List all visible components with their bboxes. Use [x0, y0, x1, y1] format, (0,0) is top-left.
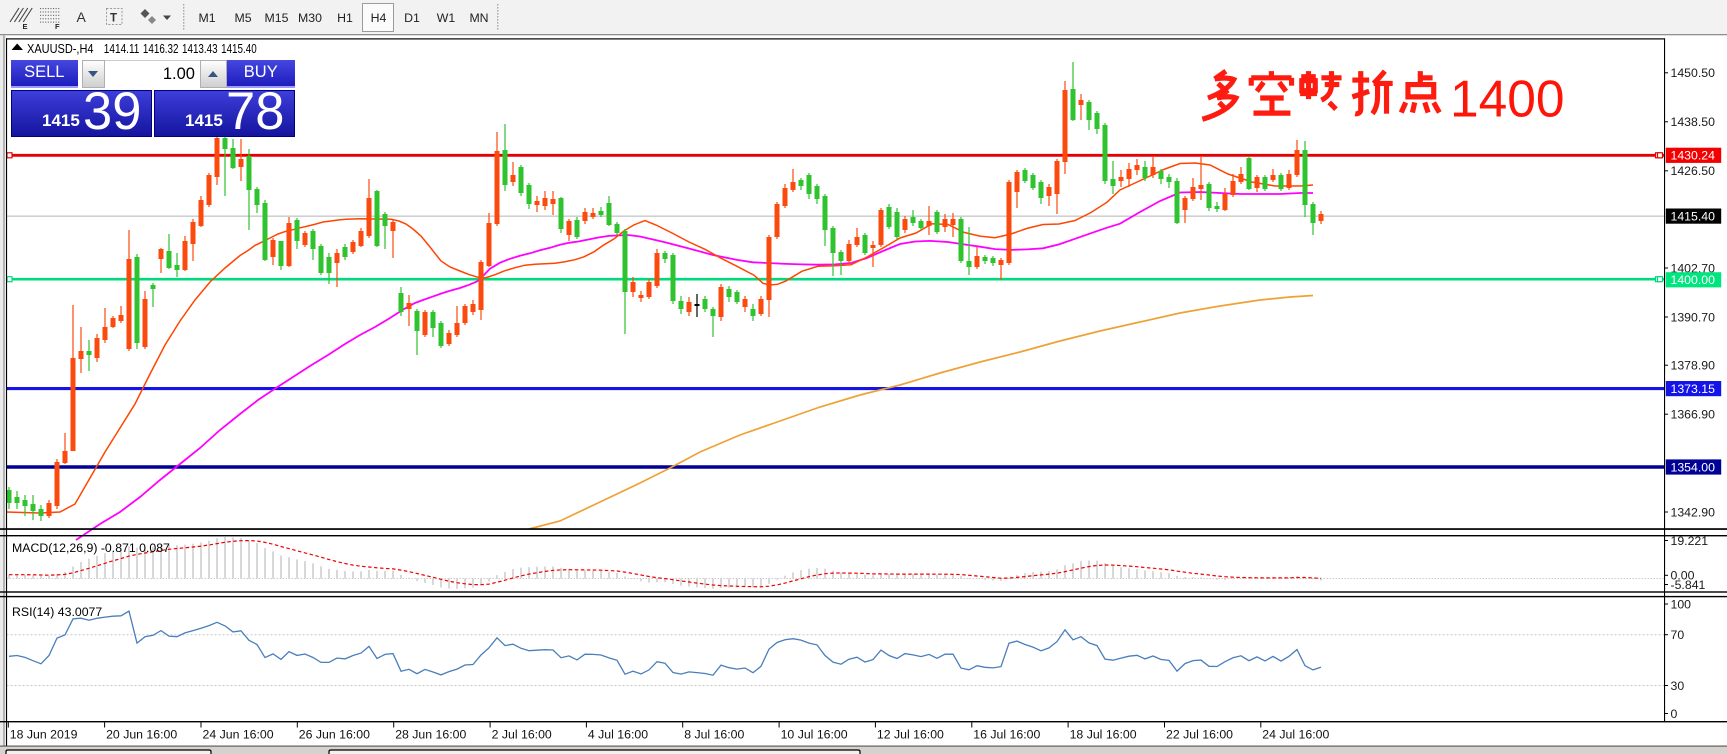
svg-text:1400: 1400 — [1450, 70, 1565, 128]
svg-text:1430.24: 1430.24 — [1671, 149, 1716, 163]
svg-text:26 Jun 16:00: 26 Jun 16:00 — [299, 728, 370, 742]
svg-text:M30: M30 — [298, 11, 322, 25]
svg-text:18 Jun 2019: 18 Jun 2019 — [10, 728, 78, 742]
svg-text:1415.40: 1415.40 — [221, 41, 257, 56]
svg-text:18 Jul 16:00: 18 Jul 16:00 — [1070, 728, 1137, 742]
svg-text:2 Jul 16:00: 2 Jul 16:00 — [492, 728, 552, 742]
svg-text:20 Jun 16:00: 20 Jun 16:00 — [106, 728, 177, 742]
svg-text:1450.50: 1450.50 — [1671, 66, 1716, 80]
svg-text:70: 70 — [1671, 628, 1685, 642]
svg-text:24 Jul 16:00: 24 Jul 16:00 — [1262, 728, 1329, 742]
svg-text:100: 100 — [1671, 597, 1692, 611]
svg-text:1366.90: 1366.90 — [1671, 408, 1716, 422]
svg-text:30: 30 — [1671, 679, 1685, 693]
svg-text:22 Jul 16:00: 22 Jul 16:00 — [1166, 728, 1233, 742]
svg-text:1402.70: 1402.70 — [1671, 261, 1716, 275]
svg-text:1416.32: 1416.32 — [143, 41, 179, 56]
svg-text:12 Jul 16:00: 12 Jul 16:00 — [877, 728, 944, 742]
svg-text:8 Jul 16:00: 8 Jul 16:00 — [684, 728, 744, 742]
svg-text:19.221: 19.221 — [1671, 534, 1709, 548]
svg-text:M5: M5 — [234, 11, 251, 25]
svg-text:0: 0 — [1671, 707, 1678, 721]
svg-text:W1: W1 — [437, 11, 456, 25]
svg-text:16 Jul 16:00: 16 Jul 16:00 — [973, 728, 1040, 742]
svg-text:1426.50: 1426.50 — [1671, 164, 1716, 178]
svg-text:F: F — [55, 22, 60, 31]
svg-text:E: E — [23, 22, 28, 31]
svg-text:A: A — [77, 9, 87, 25]
svg-text:1378.90: 1378.90 — [1671, 359, 1716, 373]
svg-text:0.00: 0.00 — [1671, 569, 1695, 583]
svg-text:1354.00: 1354.00 — [1671, 460, 1716, 474]
svg-text:D1: D1 — [404, 11, 420, 25]
svg-text:1414.11: 1414.11 — [104, 41, 140, 56]
svg-text:1400.00: 1400.00 — [1671, 273, 1716, 287]
svg-text:H4: H4 — [371, 11, 387, 25]
svg-text:1438.50: 1438.50 — [1671, 115, 1716, 129]
svg-text:H1: H1 — [337, 11, 353, 25]
svg-text:1415.40: 1415.40 — [1671, 209, 1716, 223]
svg-text:1390.70: 1390.70 — [1671, 310, 1716, 324]
svg-text:1373.15: 1373.15 — [1671, 382, 1716, 396]
svg-text:28 Jun 16:00: 28 Jun 16:00 — [395, 728, 466, 742]
svg-text:M1: M1 — [198, 11, 215, 25]
svg-text:1342.90: 1342.90 — [1671, 505, 1716, 519]
svg-text:T: T — [110, 13, 117, 25]
svg-text:M15: M15 — [265, 11, 289, 25]
svg-text:XAUUSD-,H4: XAUUSD-,H4 — [27, 41, 94, 56]
svg-text:1413.43: 1413.43 — [182, 41, 218, 56]
svg-text:24 Jun 16:00: 24 Jun 16:00 — [203, 728, 274, 742]
svg-text:-5.841: -5.841 — [1671, 578, 1706, 592]
svg-text:MN: MN — [469, 11, 488, 25]
svg-text:10 Jul 16:00: 10 Jul 16:00 — [781, 728, 848, 742]
svg-text:4 Jul 16:00: 4 Jul 16:00 — [588, 728, 648, 742]
